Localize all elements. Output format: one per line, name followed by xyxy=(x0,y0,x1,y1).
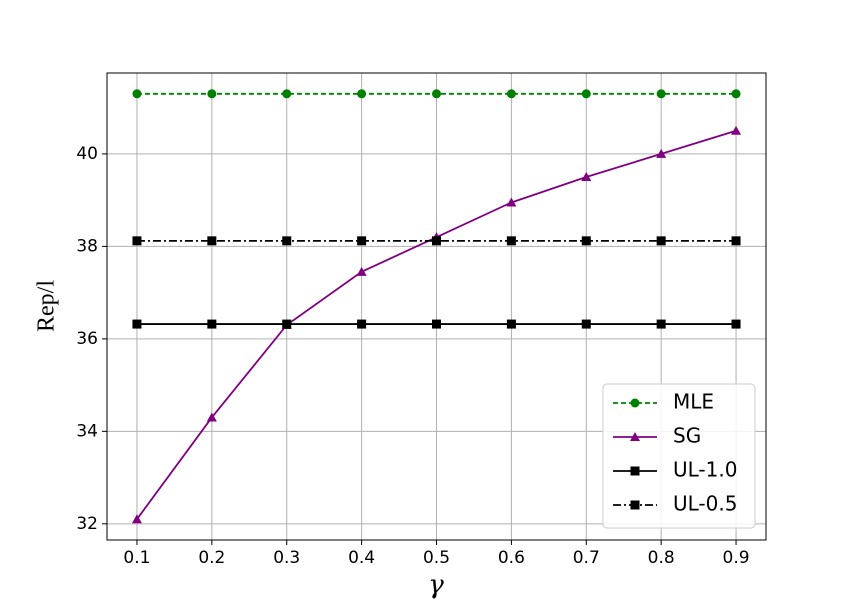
x-tick-label: 0.9 xyxy=(723,548,750,568)
marker xyxy=(630,500,640,510)
legend-label: UL-1.0 xyxy=(673,458,737,482)
marker xyxy=(731,236,741,246)
marker xyxy=(656,236,666,246)
marker xyxy=(206,412,217,422)
x-tick-label: 0.8 xyxy=(648,548,675,568)
marker xyxy=(506,197,517,207)
marker xyxy=(357,236,367,246)
x-tick-label: 0.7 xyxy=(573,548,600,568)
marker xyxy=(731,89,741,99)
marker xyxy=(630,466,640,476)
y-tick-label: 38 xyxy=(76,236,98,256)
legend-label: UL-0.5 xyxy=(673,492,737,516)
marker xyxy=(581,319,591,329)
marker xyxy=(356,266,367,276)
marker xyxy=(630,398,640,408)
marker xyxy=(506,319,516,329)
y-tick-label: 32 xyxy=(76,514,98,534)
marker xyxy=(506,236,516,246)
legend-label: MLE xyxy=(673,390,714,414)
marker xyxy=(282,89,292,99)
marker xyxy=(731,125,742,135)
marker xyxy=(132,319,142,329)
marker xyxy=(432,89,441,99)
marker xyxy=(207,89,217,99)
marker xyxy=(581,236,591,246)
marker xyxy=(282,236,292,246)
marker xyxy=(581,89,591,99)
y-tick-label: 36 xyxy=(76,329,98,349)
marker xyxy=(656,89,666,99)
x-tick-label: 0.1 xyxy=(123,548,150,568)
marker xyxy=(506,89,516,99)
marker xyxy=(357,319,367,329)
legend-label: SG xyxy=(673,424,701,448)
marker xyxy=(282,319,292,329)
marker xyxy=(207,236,217,246)
plot-frame xyxy=(106,72,767,541)
x-tick-label: 0.3 xyxy=(273,548,300,568)
marker xyxy=(432,319,441,329)
x-tick-label: 0.4 xyxy=(348,548,375,568)
marker xyxy=(656,148,667,158)
legend-box xyxy=(602,383,756,529)
x-axis-label: γ xyxy=(428,570,444,600)
marker xyxy=(731,319,741,329)
marker xyxy=(207,319,217,329)
y-tick-label: 34 xyxy=(76,421,98,441)
marker xyxy=(581,172,592,182)
marker xyxy=(630,432,640,441)
y-axis-label: Rep/l xyxy=(34,280,60,332)
x-tick-label: 0.6 xyxy=(498,548,525,568)
marker xyxy=(357,89,367,99)
marker xyxy=(132,89,142,99)
y-tick-label: 40 xyxy=(76,144,98,164)
marker xyxy=(131,514,142,524)
marker xyxy=(132,236,142,246)
marker xyxy=(656,319,666,329)
marker xyxy=(432,236,441,246)
x-tick-label: 0.5 xyxy=(423,548,450,568)
x-tick-label: 0.2 xyxy=(198,548,225,568)
